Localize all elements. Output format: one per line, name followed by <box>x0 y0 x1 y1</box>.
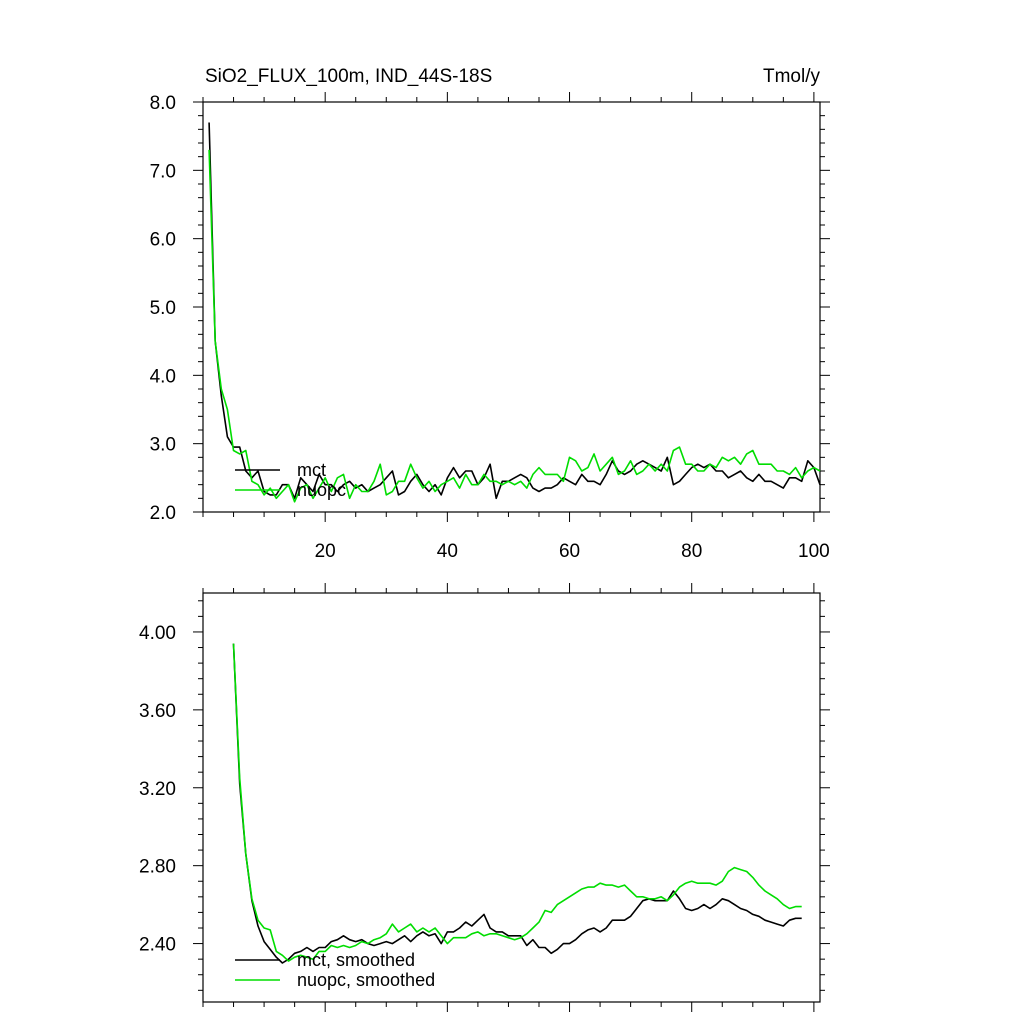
legend-label: nuopc, smoothed <box>297 970 435 990</box>
y-tick-label: 3.20 <box>139 779 176 800</box>
y-tick-label: 2.0 <box>150 503 176 524</box>
plot-frame <box>202 101 821 513</box>
top-panel: SiO2_FLUX_100m, IND_44S-18S Tmol/y 20 40 6… <box>150 66 830 562</box>
y-tick-label: 4.00 <box>139 623 176 644</box>
legend-label: mct, smoothed <box>297 950 415 970</box>
legend-label: mct <box>297 460 326 480</box>
y-tick-label: 2.80 <box>139 857 176 878</box>
y-tick-label: 3.0 <box>150 435 176 456</box>
units-label: Tmol/y <box>763 66 821 87</box>
chart-title: SiO2_FLUX_100m, IND_44S-18S <box>205 66 492 87</box>
y-tick-label: 6.0 <box>150 230 176 251</box>
x-tick-label: 80 <box>681 541 702 562</box>
y-tick-label: 8.0 <box>150 93 176 114</box>
series-line-nuopc <box>208 149 821 503</box>
y-tick-label: 3.60 <box>139 701 176 722</box>
series-line-nuopc-smoothed <box>232 643 802 962</box>
x-tick-label: 40 <box>437 541 458 562</box>
legend-label: nuopc <box>297 480 346 500</box>
y-tick-label: 4.0 <box>150 366 176 387</box>
x-tick-label: 60 <box>559 541 580 562</box>
y-tick-label: 2.40 <box>139 935 176 956</box>
series-line-mct-smoothed <box>232 643 802 964</box>
series-line-mct <box>208 122 821 500</box>
y-tick-label: 7.0 <box>150 161 176 182</box>
plot-frame <box>202 592 821 1003</box>
x-tick-label: 20 <box>315 541 336 562</box>
bottom-panel: 2.40 2.80 3.20 3.60 4.00 mct, smoothednuopc, … <box>139 583 830 1012</box>
y-tick-label: 5.0 <box>150 298 176 319</box>
x-tick-label: 100 <box>798 541 830 562</box>
